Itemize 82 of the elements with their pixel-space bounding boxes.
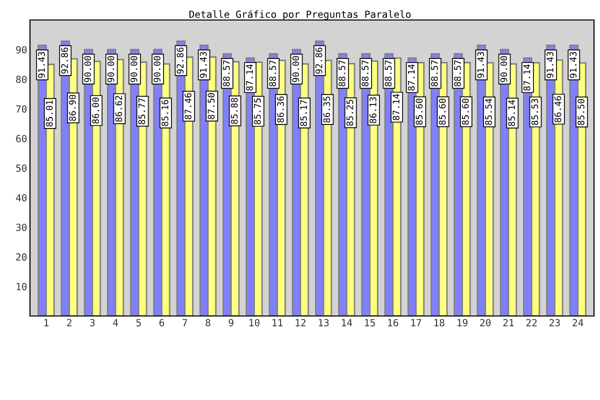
data-label: 91.43 <box>477 52 484 78</box>
data-label: 90.00 <box>107 56 114 82</box>
data-label: 90.00 <box>500 56 508 82</box>
chart-title: Detalle Gráfico por Preguntas Paralelo <box>189 10 411 20</box>
data-label: 85.16 <box>162 100 168 126</box>
y-tick-label: 90 <box>16 46 27 54</box>
x-tick-label: 23 <box>550 319 560 326</box>
data-label: 85.17 <box>300 100 308 126</box>
data-label: 91.43 <box>546 52 554 78</box>
data-label: 85.25 <box>346 100 354 126</box>
data-label: 92.86 <box>61 48 68 74</box>
x-tick-label: 4 <box>113 319 118 326</box>
data-label: 92.86 <box>315 48 322 74</box>
x-tick-label: 5 <box>136 319 141 326</box>
x-tick-label: 9 <box>228 319 234 326</box>
y-tick-label: 30 <box>16 224 27 232</box>
data-label: 85.60 <box>438 98 446 125</box>
y-tick-label: 40 <box>16 194 27 202</box>
x-tick-label: 3 <box>90 319 95 326</box>
data-label: 85.60 <box>462 98 469 125</box>
x-tick-label: 14 <box>342 319 352 326</box>
data-label: 87.14 <box>246 64 253 91</box>
data-label: 87.14 <box>523 64 530 91</box>
data-label: 88.57 <box>269 60 276 86</box>
data-label: 87.50 <box>208 93 215 120</box>
data-label: 86.46 <box>554 96 562 122</box>
data-label: 91.43 <box>38 52 45 78</box>
data-label: 86.35 <box>323 96 330 123</box>
data-label: 88.57 <box>362 60 368 86</box>
data-label: 88.57 <box>338 60 346 86</box>
y-tick-label: 60 <box>16 134 27 142</box>
x-tick-label: 13 <box>318 319 329 326</box>
data-label: 85.60 <box>416 98 423 125</box>
data-label: 85.53 <box>531 99 538 125</box>
data-label: 88.57 <box>431 60 438 86</box>
data-label: 85.77 <box>138 98 146 124</box>
x-tick-label: 16 <box>388 319 398 326</box>
data-label: 92.86 <box>176 48 184 74</box>
y-tick-label: 10 <box>16 282 27 290</box>
data-label: 90.00 <box>154 56 160 82</box>
data-label: 85.54 <box>485 98 492 125</box>
data-label: 86.62 <box>115 96 122 122</box>
data-label: 86.13 <box>370 97 376 124</box>
data-label: 86.90 <box>69 94 76 121</box>
data-label: 85.75 <box>254 98 261 124</box>
x-tick-label: 7 <box>182 319 188 326</box>
data-label: 88.57 <box>222 60 230 86</box>
x-tick-label: 12 <box>296 319 306 326</box>
x-tick-label: 1 <box>44 319 48 326</box>
y-tick-label: 70 <box>16 105 27 113</box>
x-tick-label: 24 <box>572 319 584 326</box>
x-tick-label: 17 <box>411 319 422 326</box>
x-tick-label: 20 <box>480 319 491 326</box>
x-tick-label: 11 <box>272 319 283 326</box>
data-label: 86.36 <box>277 96 284 122</box>
x-tick-label: 15 <box>365 319 375 326</box>
data-label: 91.43 <box>570 52 577 78</box>
data-label: 87.46 <box>184 93 192 120</box>
x-tick-label: 19 <box>458 319 468 326</box>
data-label: 85.01 <box>46 100 53 126</box>
data-label: 90.00 <box>292 56 300 82</box>
x-tick-label: 6 <box>159 319 164 326</box>
data-label: 85.14 <box>508 100 516 126</box>
x-tick-label: 21 <box>503 319 514 326</box>
data-label: 91.43 <box>200 52 207 78</box>
data-label: 85.50 <box>578 99 584 126</box>
x-tick-label: 8 <box>206 319 210 326</box>
data-label: 87.14 <box>408 64 415 91</box>
data-label: 88.57 <box>384 60 392 86</box>
data-label: 85.88 <box>230 98 238 124</box>
data-label: 88.57 <box>454 60 461 86</box>
y-tick-label: 80 <box>16 76 27 84</box>
data-label: 90.00 <box>130 56 138 82</box>
data-label: 87.14 <box>392 94 400 120</box>
y-tick-label: 20 <box>16 253 27 261</box>
data-label: 90.00 <box>84 56 92 82</box>
x-tick-label: 22 <box>526 319 537 326</box>
data-label: 86.00 <box>92 98 99 124</box>
x-tick-label: 10 <box>250 319 260 326</box>
y-tick-label: 50 <box>16 164 27 172</box>
x-tick-label: 18 <box>434 319 444 326</box>
x-tick-label: 2 <box>67 319 72 326</box>
